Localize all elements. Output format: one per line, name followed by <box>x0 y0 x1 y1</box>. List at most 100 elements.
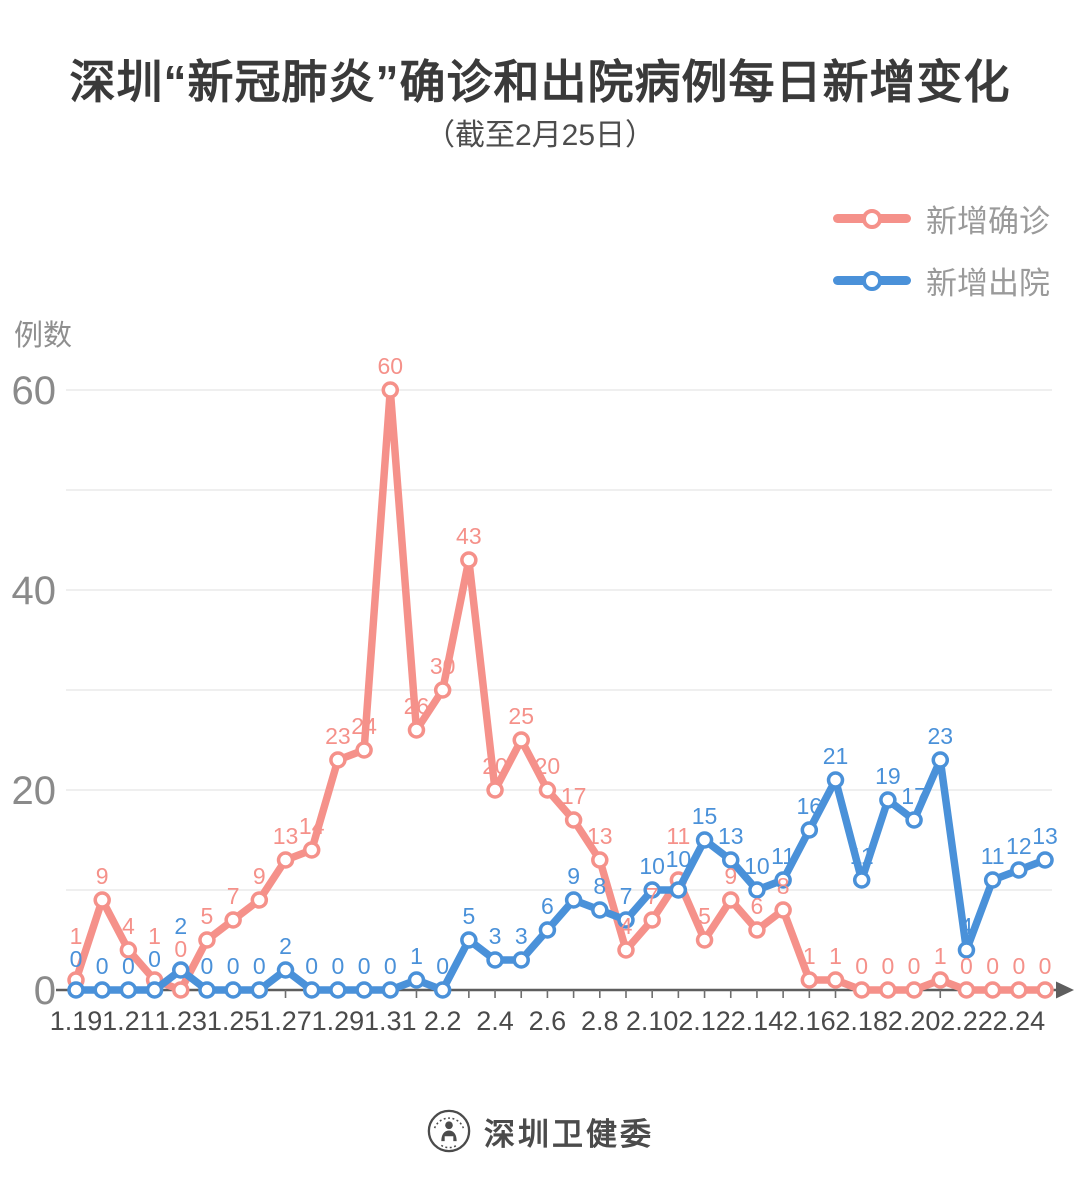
x-axis-label: 2.4 <box>476 1006 514 1036</box>
confirmed-data-point <box>957 981 976 999</box>
discharged-value-label: 11 <box>850 843 874 869</box>
x-axis-label: 1.31 <box>364 1006 417 1036</box>
confirmed-value-label: 11 <box>666 823 690 849</box>
confirmed-data-point <box>355 741 373 759</box>
discharged-value-label: 0 <box>96 953 109 979</box>
confirmed-data-point <box>538 781 557 799</box>
discharged-value-label: 17 <box>901 783 927 809</box>
discharged-data-point <box>748 881 766 899</box>
x-axis-label: 1.25 <box>207 1006 260 1036</box>
x-axis-label: 1.19 <box>50 1006 103 1036</box>
discharged-value-label: 2 <box>279 933 292 959</box>
confirmed-value-label: 5 <box>698 903 711 929</box>
x-axis-label: 1.27 <box>259 1006 312 1036</box>
discharged-data-point <box>879 791 897 809</box>
legend-point-mark <box>862 208 882 229</box>
confirmed-data-point <box>564 811 583 829</box>
footer: 深圳卫健委 <box>0 1108 1080 1154</box>
discharged-data-point <box>564 891 583 909</box>
confirmed-value-label: 4 <box>122 913 135 939</box>
legend-item-confirmed: 新增确诊 <box>833 196 1050 241</box>
confirmed-data-point <box>931 971 950 989</box>
legend-point-mark <box>862 270 882 291</box>
y-axis-tick-label: 60 <box>12 369 57 413</box>
discharged-value-label: 0 <box>122 953 135 979</box>
discharged-data-point <box>355 981 373 999</box>
discharged-data-point <box>381 981 400 999</box>
confirmed-data-point <box>643 911 661 929</box>
confirmed-value-label: 6 <box>751 893 764 919</box>
confirmed-data-point <box>172 981 190 999</box>
confirmed-data-point <box>302 841 321 859</box>
discharged-data-point <box>512 951 530 969</box>
confirmed-data-point <box>748 921 766 939</box>
confirmed-value-label: 25 <box>508 703 534 729</box>
confirmed-value-label: 20 <box>535 753 561 779</box>
discharged-data-point <box>486 951 504 969</box>
confirmed-line-swatch <box>833 208 911 229</box>
discharged-value-label: 0 <box>332 953 345 979</box>
confirmed-data-point <box>407 721 426 739</box>
discharged-value-label: 0 <box>436 953 449 979</box>
discharged-value-label: 8 <box>593 873 606 899</box>
discharged-value-label: 13 <box>1032 823 1058 849</box>
discharged-data-point <box>800 821 819 839</box>
confirmed-value-label: 0 <box>908 953 921 979</box>
y-axis-title: 例数 <box>14 320 73 352</box>
confirmed-data-point <box>433 681 452 699</box>
confirmed-value-label: 1 <box>70 923 83 949</box>
discharged-data-point <box>172 961 190 979</box>
footer-org-name: 深圳卫健委 <box>484 1116 654 1152</box>
x-axis-label: 2.24 <box>993 1006 1046 1036</box>
discharged-data-point <box>591 901 609 919</box>
confirmed-data-point <box>93 891 111 909</box>
discharged-data-point <box>329 981 347 999</box>
discharged-value-label: 21 <box>823 743 849 769</box>
x-axis-label: 2.22 <box>940 1006 993 1036</box>
confirmed-data-point <box>905 981 923 999</box>
x-axis-label: 2.16 <box>783 1006 836 1036</box>
confirmed-value-label: 24 <box>351 713 377 739</box>
confirmed-value-label: 0 <box>1012 953 1025 979</box>
discharged-data-point <box>407 971 426 989</box>
discharged-value-label: 0 <box>148 946 161 972</box>
y-axis-tick-label: 20 <box>12 769 57 813</box>
discharged-data-point <box>433 981 452 999</box>
confirmed-value-label: 60 <box>377 353 403 379</box>
discharged-value-label: 0 <box>201 953 214 979</box>
confirmed-data-point <box>983 981 1002 999</box>
confirmed-value-label: 8 <box>777 873 790 899</box>
discharged-data-point <box>617 911 635 929</box>
discharged-value-label: 0 <box>253 953 266 979</box>
discharged-data-point <box>198 981 216 999</box>
confirmed-value-label: 1 <box>829 943 842 969</box>
discharged-data-point <box>722 851 740 869</box>
confirmed-data-point <box>722 891 740 909</box>
confirmed-data-point <box>591 851 609 869</box>
discharged-data-point <box>145 981 164 999</box>
confirmed-data-point <box>826 971 845 989</box>
x-axis-label: 1.21 <box>102 1006 155 1036</box>
chart-title: 深圳“新冠肺炎”确诊和出院病例每日新增变化 <box>69 56 1011 108</box>
discharged-data-point <box>302 981 321 999</box>
discharged-value-label: 1 <box>410 943 423 969</box>
discharged-data-point <box>669 881 688 899</box>
confirmed-value-label: 5 <box>201 903 214 929</box>
confirmed-data-point <box>617 941 635 959</box>
confirmed-value-label: 4 <box>620 913 633 939</box>
confirmed-value-label: 26 <box>404 693 430 719</box>
x-axis-label: 2.18 <box>835 1006 888 1036</box>
confirmed-data-point <box>329 751 347 769</box>
discharged-data-point <box>852 871 871 889</box>
confirmed-value-label: 13 <box>273 823 299 849</box>
discharged-value-label: 19 <box>875 763 901 789</box>
confirmed-value-label: 9 <box>253 863 266 889</box>
confirmed-value-label: 9 <box>724 863 737 889</box>
legend-label-discharged: 新增出院 <box>926 266 1050 301</box>
x-axis-label: 2.20 <box>888 1006 941 1036</box>
confirmed-data-point <box>119 941 138 959</box>
discharged-value-label: 10 <box>639 853 665 879</box>
confirmed-value-label: 0 <box>174 936 187 962</box>
